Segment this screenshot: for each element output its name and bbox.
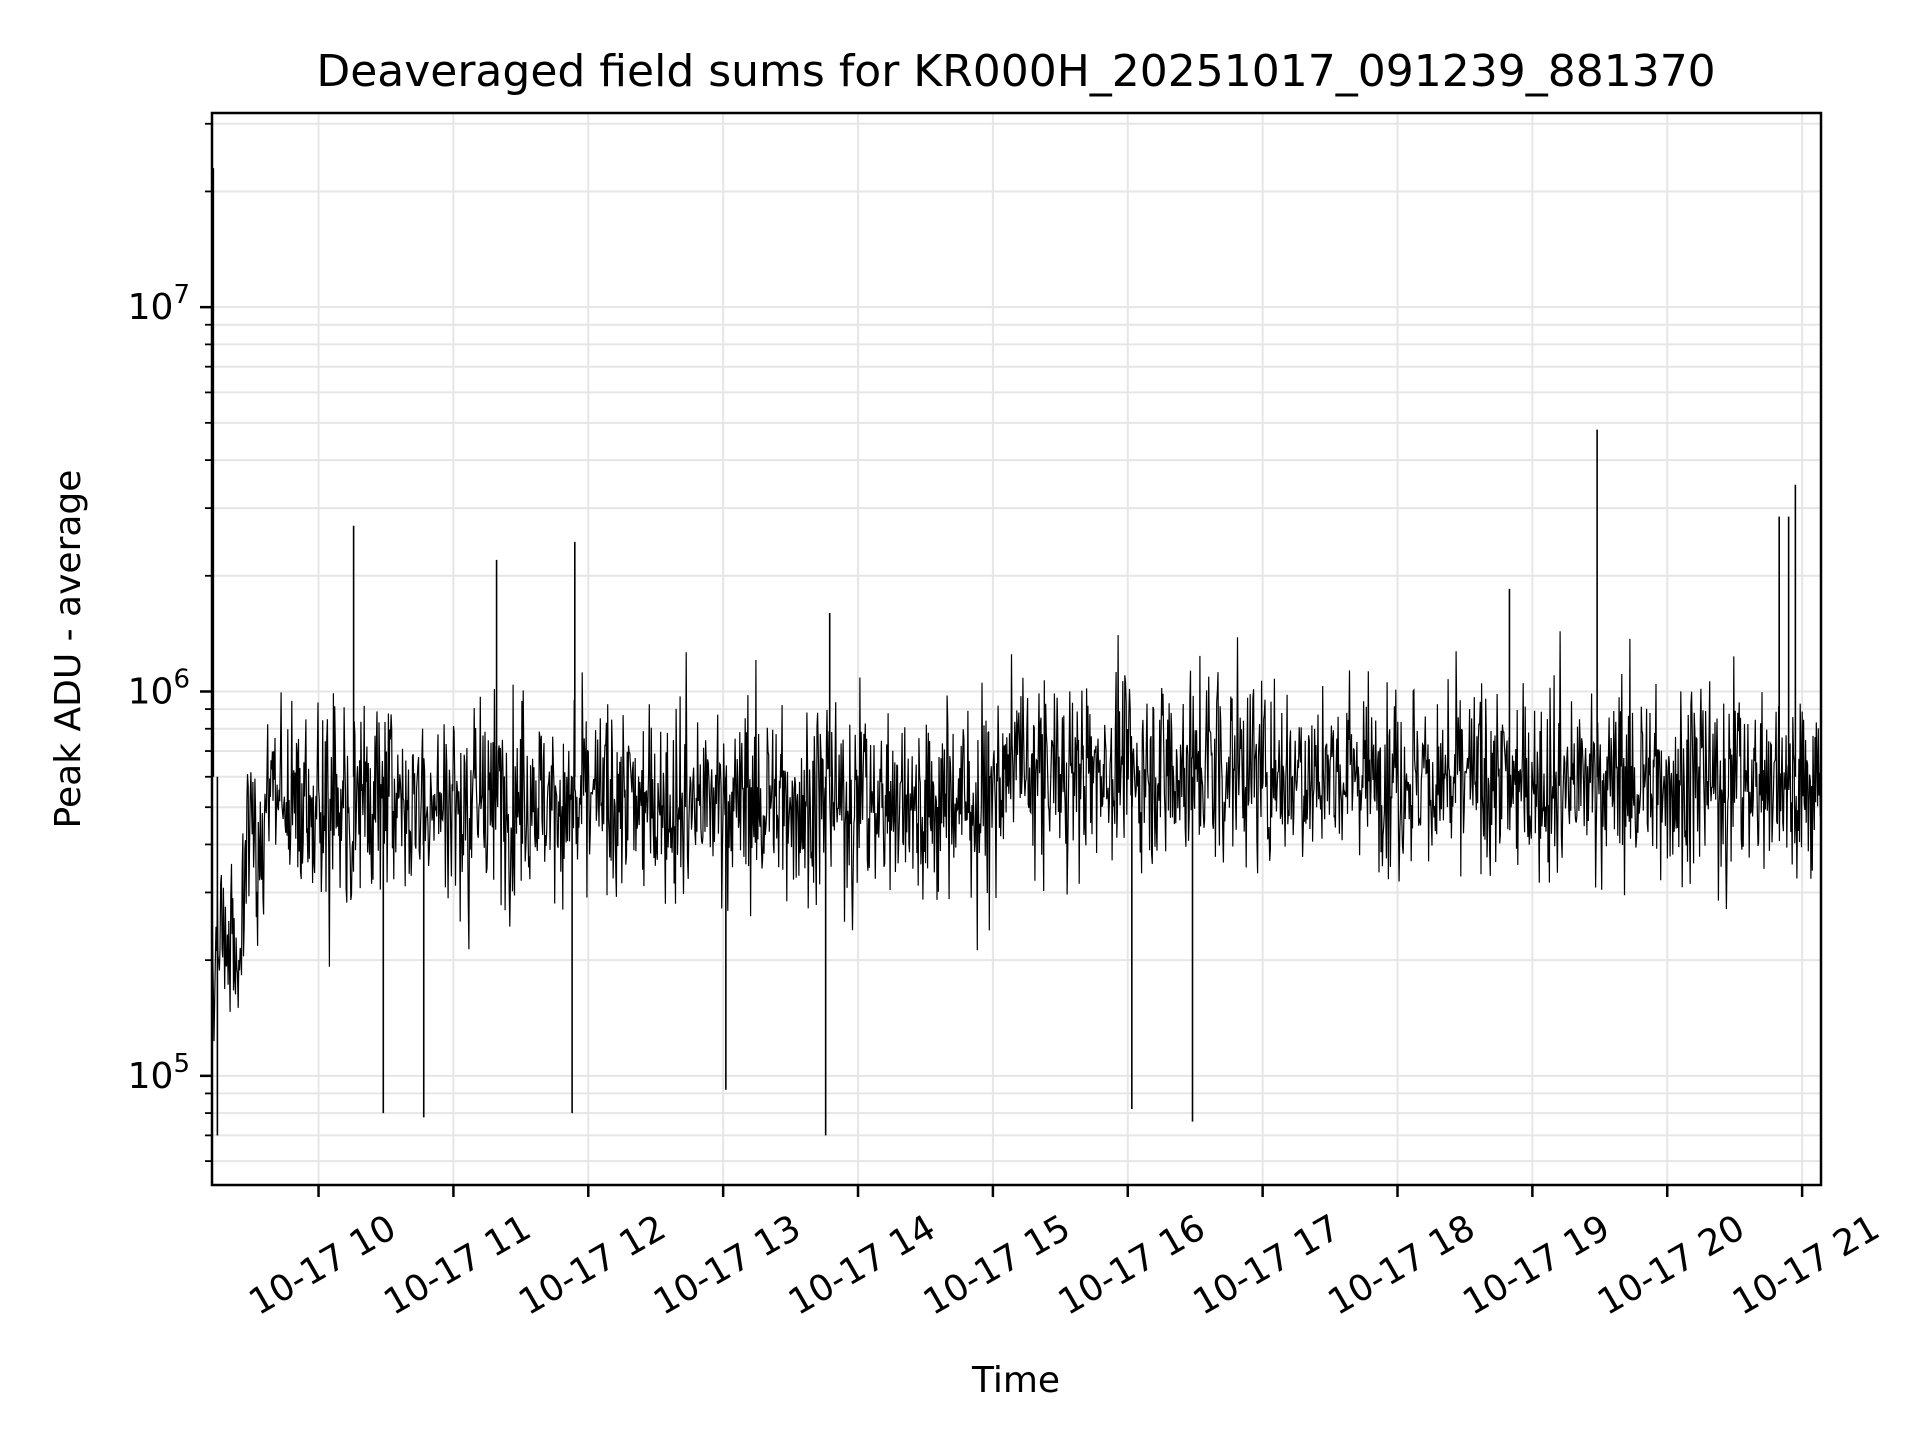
y-axis: 105 106 107	[128, 122, 212, 1163]
y-tick-label: 106	[128, 664, 190, 712]
chart-title: Deaveraged field sums for KR000H_2025101…	[316, 46, 1715, 97]
series-group	[211, 168, 1822, 1136]
series-line	[211, 631, 1822, 1042]
plot-frame	[210, 111, 1823, 1187]
y-tick-label: 107	[128, 280, 190, 328]
y-axis-label: Peak ADU - average	[48, 470, 89, 829]
y-tick-label: 105	[128, 1049, 190, 1097]
x-axis-label: Time	[971, 1360, 1060, 1401]
